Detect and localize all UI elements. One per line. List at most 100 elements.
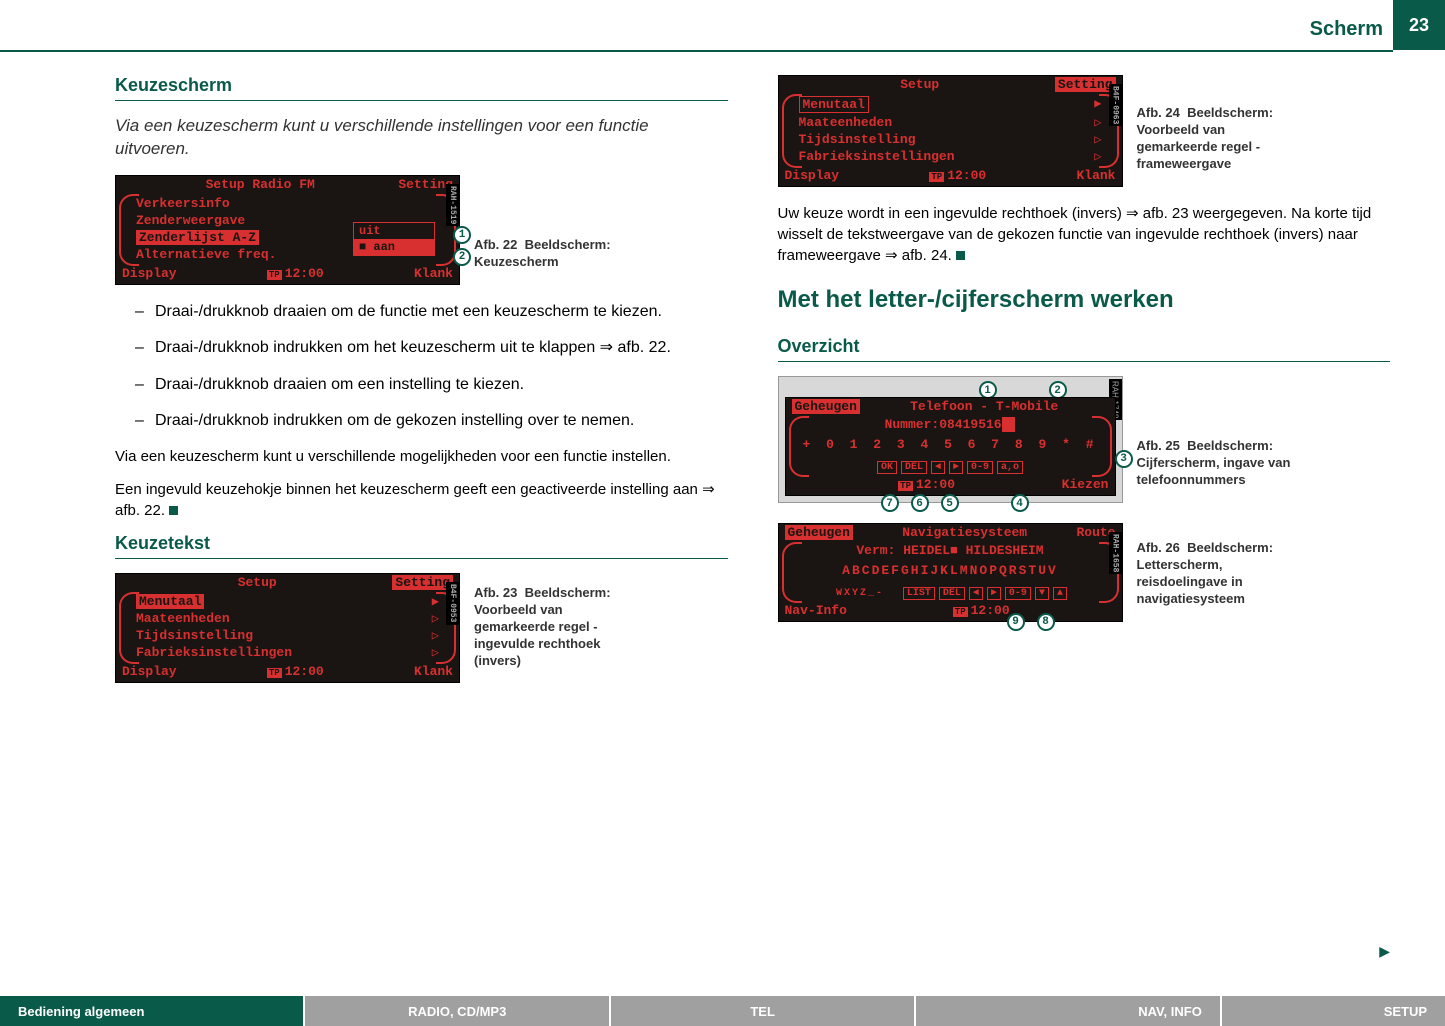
figure-25-caption: Afb. 25 Beeldscherm: Cijferscherm, ingav… [1137,438,1307,503]
page-header: Scherm 23 [0,0,1445,50]
fig22-row2: Zenderweergave [136,213,245,228]
figure-23-screen: B4F-0953 Setup Setting Menutaal▶ Maateen… [115,573,460,683]
fig25-digits: + 0 1 2 3 4 5 6 7 8 9 * # [786,434,1115,455]
figure-22-ref: RAH-1519 [446,184,459,226]
fig22-popup-on: ■ aan [354,239,434,255]
figure-22-screen: RAH-1519 Setup Radio FM Setting Verkeers… [115,175,460,285]
fig24-row4: Fabrieksinstellingen [799,149,955,164]
fig25-time: 12:00 [916,477,955,492]
callout-26-9: 9 [1007,613,1025,631]
fig22-time: 12:00 [285,266,324,281]
heading-keuzescherm: Keuzescherm [115,75,728,101]
callout-25-7: 7 [881,494,899,512]
fig25-corner-left: Geheugen [792,399,860,414]
callout-25-6: 6 [911,494,929,512]
section-heading: Met het letter-/cijferscherm werken [778,286,1391,318]
figure-25-row: RAH-1748 1 2 Geheugen Telefoon - T-Mobil… [778,376,1391,503]
fig22-corner-right: Setting [398,177,453,192]
end-square-icon-2 [956,251,965,260]
end-square-icon [169,506,178,515]
right-column: B4F-0963 Setup Setting Menutaal▶ Maateen… [778,75,1391,966]
fig22-foot-right: Klank [414,266,453,281]
paragraph-2: Een ingevuld keuzehokje binnen het keuze… [115,479,728,521]
tab-radio[interactable]: RADIO, CD/MP3 [305,996,608,1026]
step-3: Draai-/drukknob draaien om een instellin… [135,374,728,396]
fig26-title: Navigatiesysteem [902,525,1027,540]
fig26-time: 12:00 [971,603,1010,618]
heading-keuzetekst: Keuzetekst [115,533,728,559]
fig22-popup-off: uit [354,223,434,239]
callout-26-8: 8 [1037,613,1055,631]
fig22-title: Setup Radio FM [206,177,315,192]
tab-nav[interactable]: NAV, INFO [916,996,1219,1026]
content-area: Keuzescherm Via een keuzescherm kunt u v… [115,75,1390,966]
fig26-corner-left: Geheugen [785,525,853,540]
fig23-row2: Maateenheden [136,611,230,626]
fig25-number: 08419516 [939,417,1001,432]
left-column: Keuzescherm Via een keuzescherm kunt u v… [115,75,728,966]
fig22-foot-left: Display [122,266,177,281]
figure-25-screen: Geheugen Telefoon - T-Mobile Nummer:0841… [785,397,1116,496]
intro-text: Via een keuzescherm kunt u verschillende… [115,115,728,161]
paragraph-1: Via een keuzescherm kunt u verschillende… [115,446,728,467]
fig24-foot-right: Klank [1076,168,1115,183]
fig24-title: Setup [900,77,939,92]
fig26-foot-left: Nav-Info [785,603,847,618]
callout-1: 1 [453,226,471,244]
figure-24-screen: B4F-0963 Setup Setting Menutaal▶ Maateen… [778,75,1123,187]
step-1: Draai-/drukknob draaien om de functie me… [135,301,728,323]
fig23-foot-right: Klank [414,664,453,679]
figure-23-caption: Afb. 23 Beeldscherm: Voorbeeld van gemar… [474,585,644,683]
continue-arrow-icon: ▶ [1379,943,1390,960]
fig25-btn-row: OKDEL◄►0-9a,o [786,455,1115,476]
fig26-dest: HEIDEL■ HILDESHEIM [903,543,1043,558]
callout-25-3: 3 [1115,450,1133,468]
figure-22-row: RAH-1519 Setup Radio FM Setting Verkeers… [115,175,728,285]
figure-26-caption: Afb. 26 Beeldscherm: Letterscherm, reisd… [1137,540,1307,622]
fig25-number-label: Nummer: [885,417,940,432]
page-number: 23 [1393,0,1445,50]
tab-setup[interactable]: SETUP [1222,996,1445,1026]
fig23-corner-right: Setting [392,575,453,590]
fig25-title: Telefoon - T-Mobile [910,399,1058,414]
figure-24-ref: B4F-0963 [1109,84,1122,126]
header-section-title: Scherm [1310,18,1383,41]
fig23-row4: Fabrieksinstellingen [136,645,292,660]
fig23-title: Setup [238,575,277,590]
heading-overzicht: Overzicht [778,336,1391,362]
figure-26-screen: RAH-1658 Geheugen Navigatiesysteem Route… [778,523,1123,622]
callout-25-4: 4 [1011,494,1029,512]
fig22-row4: Alternatieve freq. [136,247,276,262]
right-paragraph-1: Uw keuze wordt in een ingevulde rechthoe… [778,203,1391,266]
figure-22-caption: Afb. 22 Beeldscherm: Keuzescherm [474,237,644,285]
fig26-alpha1: ABCDEFGHIJKLMNOPQRSTUV [779,560,1122,581]
figure-24-caption: Afb. 24 Beeldscherm: Voorbeeld van gemar… [1137,105,1307,187]
figure-23-row: B4F-0953 Setup Setting Menutaal▶ Maateen… [115,573,728,683]
fig26-dest-label: Verm: [856,543,895,558]
figure-26-ref: RAH-1658 [1109,532,1122,574]
figure-25-shell: RAH-1748 1 2 Geheugen Telefoon - T-Mobil… [778,376,1123,503]
fig22-row3-selected: Zenderlijst A-Z [136,230,259,245]
step-4: Draai-/drukknob indrukken om de gekozen … [135,410,728,432]
fig25-foot-right: Kiezen [1062,477,1109,492]
figure-23-ref: B4F-0953 [446,582,459,624]
footer-tabs: Bediening algemeen RADIO, CD/MP3 TEL NAV… [0,996,1445,1026]
fig22-popup: uit ■ aan [353,222,435,256]
fig24-time: 12:00 [947,168,986,183]
callout-2: 2 [453,248,471,266]
figure-26-row: RAH-1658 Geheugen Navigatiesysteem Route… [778,523,1391,622]
fig23-foot-left: Display [122,664,177,679]
step-2: Draai-/drukknob indrukken om het keuzesc… [135,337,728,359]
figure-24-row: B4F-0963 Setup Setting Menutaal▶ Maateen… [778,75,1391,187]
instruction-list: Draai-/drukknob draaien om de functie me… [135,301,728,433]
fig24-row3: Tijdsinstelling [799,132,916,147]
fig23-time: 12:00 [285,664,324,679]
tab-bediening[interactable]: Bediening algemeen [0,996,303,1026]
tab-tel[interactable]: TEL [611,996,914,1026]
fig24-corner-right: Setting [1055,77,1116,92]
header-rule [0,50,1393,52]
fig24-foot-left: Display [785,168,840,183]
fig23-row3: Tijdsinstelling [136,628,253,643]
fig24-row2: Maateenheden [799,115,893,130]
fig23-row1-selected: Menutaal [136,594,204,609]
